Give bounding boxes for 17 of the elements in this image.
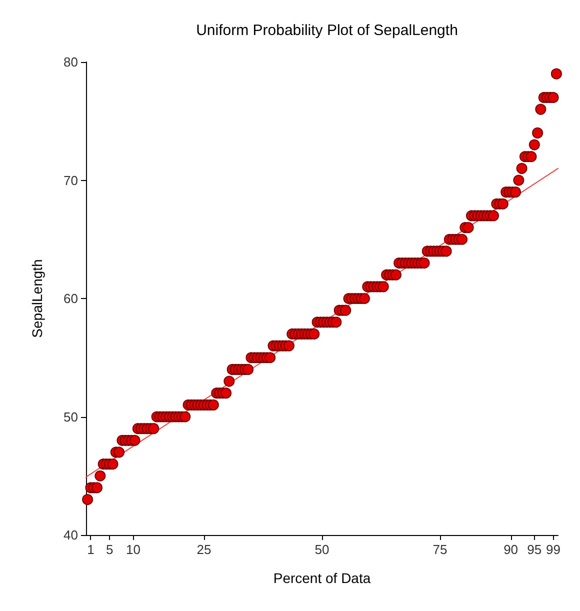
x-tick-label: 50 bbox=[314, 542, 330, 557]
x-tick-label: 90 bbox=[504, 542, 518, 557]
y-tick-label: 70 bbox=[64, 172, 78, 188]
x-tick-label: 99 bbox=[546, 542, 561, 557]
x-tick-label: 5 bbox=[106, 542, 114, 557]
x-tick-label: 1 bbox=[87, 542, 94, 557]
y-tick-label: 60 bbox=[64, 291, 78, 306]
y-tick-label: 50 bbox=[64, 409, 78, 424]
x-tick-label: 25 bbox=[196, 542, 212, 557]
x-tick-label: 75 bbox=[432, 542, 448, 557]
y-tick-label: 40 bbox=[64, 528, 78, 542]
x-tick-label: 10 bbox=[126, 542, 140, 557]
y-tick-label: 80 bbox=[64, 54, 78, 70]
chart-title: Uniform Probability Plot of SepalLength bbox=[196, 22, 458, 39]
y-axis-title: SepalLength bbox=[29, 259, 45, 338]
x-axis-title: Percent of Data bbox=[273, 570, 371, 586]
x-tick-label: 95 bbox=[527, 542, 542, 557]
